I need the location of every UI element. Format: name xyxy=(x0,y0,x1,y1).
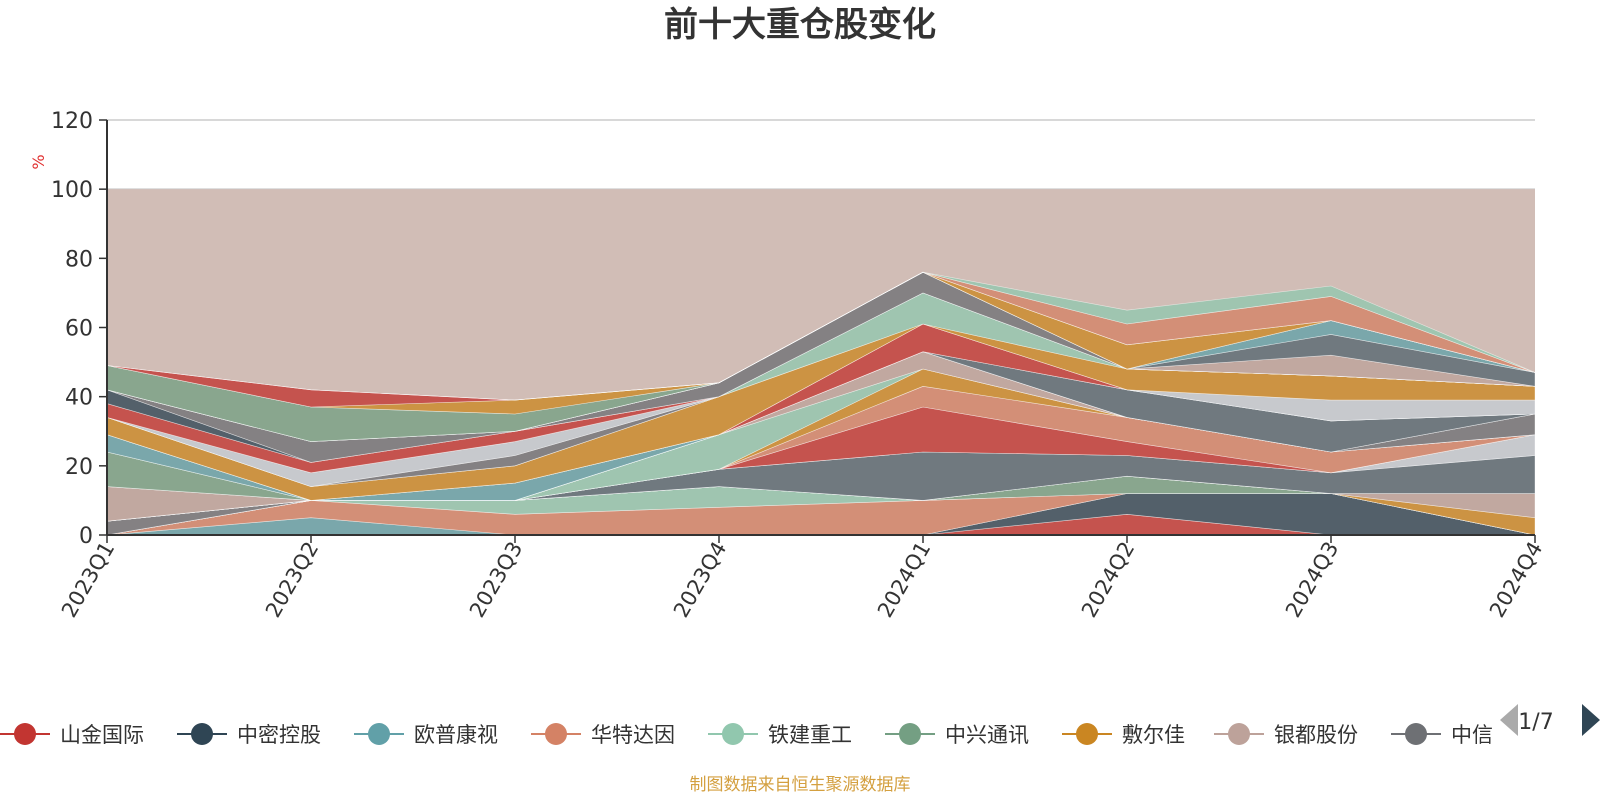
y-tick-labels: 0 20 40 60 80 100 120 xyxy=(51,109,107,549)
legend-marker-7 xyxy=(1228,723,1250,745)
legend-label-8: 中信 xyxy=(1451,723,1493,747)
x-tick-label-7: 2024Q4 xyxy=(1485,538,1547,622)
y-tick-label-6: 120 xyxy=(51,109,93,134)
legend-marker-4 xyxy=(722,723,744,745)
y-tick-label-0: 0 xyxy=(79,524,93,549)
x-tick-label-1: 2023Q2 xyxy=(261,538,323,622)
legend-next-page-icon[interactable] xyxy=(1582,704,1600,736)
legend-label-5: 中兴通讯 xyxy=(945,723,1029,747)
legend-marker-2 xyxy=(368,723,390,745)
legend-label-2: 欧普康视 xyxy=(414,723,498,747)
legend-label-7: 银都股份 xyxy=(1274,723,1358,747)
y-tick-label-4: 80 xyxy=(65,247,93,272)
legend-item-8[interactable]: 中信 xyxy=(1391,723,1493,747)
series-area-36 xyxy=(106,271,1536,401)
x-tick-label-0: 2023Q1 xyxy=(57,538,119,622)
legend-marker-5 xyxy=(899,723,921,745)
x-tick-label-2: 2023Q3 xyxy=(465,538,527,622)
legend-marker-3 xyxy=(545,723,567,745)
legend-marker-0 xyxy=(14,723,36,745)
data-source-note: 制图数据来自恒生聚源数据库 xyxy=(690,775,911,795)
legend-label-3: 华特达因 xyxy=(591,723,675,747)
legend-label-4: 铁建重工 xyxy=(768,723,852,747)
x-tick-label-6: 2024Q3 xyxy=(1281,538,1343,622)
legend-page-indicator: 1/7 xyxy=(1518,710,1553,735)
legend-label-6: 敷尔佳 xyxy=(1122,723,1185,747)
legend-label-1: 中密控股 xyxy=(237,723,321,747)
x-tick-label-3: 2023Q4 xyxy=(669,538,731,622)
x-tick-label-4: 2024Q1 xyxy=(873,538,935,622)
y-axis-unit-label: % xyxy=(29,154,48,169)
legend-label-0: 山金国际 xyxy=(60,723,144,747)
legend: 山金国际 中密控股 欧普康视 华特达因 铁建重工 中兴通讯 敷尔佳 银都股份 中信 xyxy=(0,723,1493,747)
legend-marker-6 xyxy=(1076,723,1098,745)
legend-marker-1 xyxy=(191,723,213,745)
legend-item-1[interactable]: 中密控股 xyxy=(177,723,321,747)
legend-item-4[interactable]: 铁建重工 xyxy=(708,723,852,747)
legend-marker-8 xyxy=(1405,723,1427,745)
legend-item-6[interactable]: 敷尔佳 xyxy=(1062,723,1185,747)
legend-item-3[interactable]: 华特达因 xyxy=(531,723,675,747)
legend-item-0[interactable]: 山金国际 xyxy=(0,723,144,747)
legend-pager: 1/7 xyxy=(1500,704,1600,736)
legend-prev-page-icon[interactable] xyxy=(1500,704,1518,736)
chart-title: 前十大重仓股变化 xyxy=(664,5,936,45)
y-tick-label-1: 20 xyxy=(65,455,93,480)
legend-item-5[interactable]: 中兴通讯 xyxy=(885,723,1029,747)
legend-item-7[interactable]: 银都股份 xyxy=(1214,723,1358,747)
y-tick-label-2: 40 xyxy=(65,386,93,411)
y-tick-label-5: 100 xyxy=(51,178,93,203)
legend-item-2[interactable]: 欧普康视 xyxy=(354,723,498,747)
x-tick-labels: 2023Q1 2023Q2 2023Q3 2023Q4 2024Q1 2024Q2 2024… xyxy=(57,535,1547,622)
y-tick-label-3: 60 xyxy=(65,317,93,342)
x-tick-label-5: 2024Q2 xyxy=(1077,538,1139,622)
